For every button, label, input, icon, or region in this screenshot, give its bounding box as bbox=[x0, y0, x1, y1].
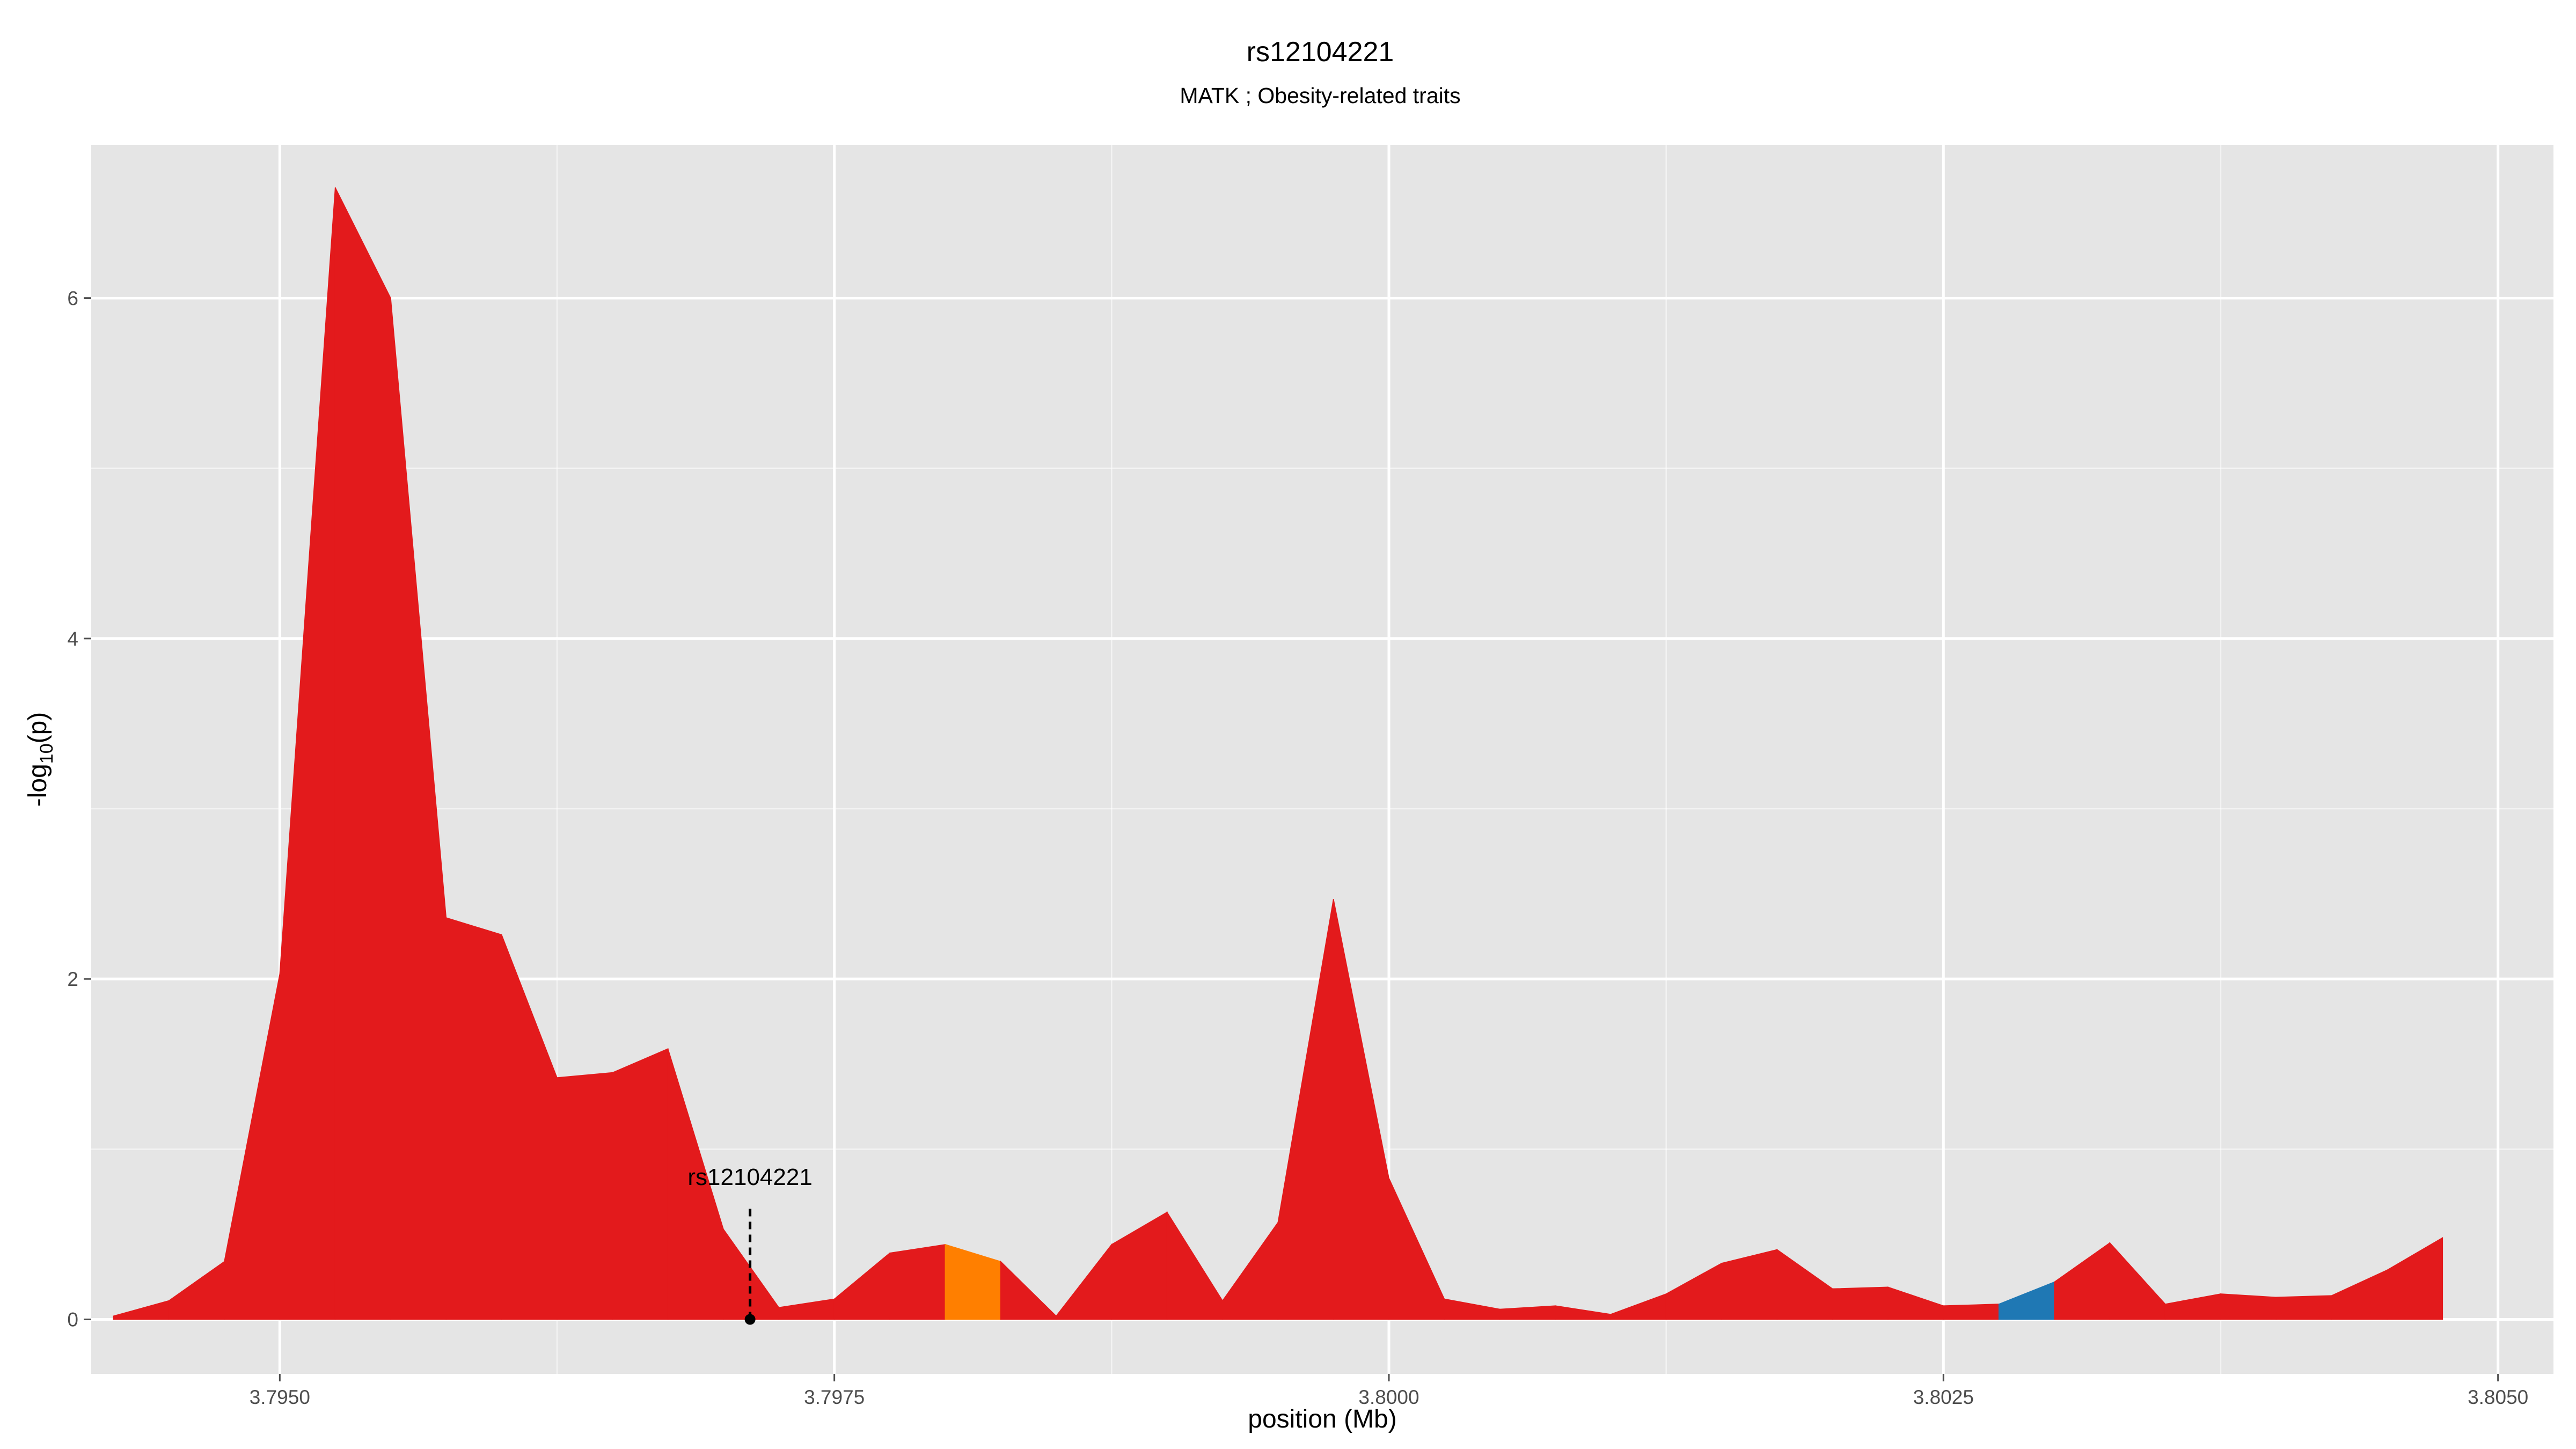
area-segment bbox=[1832, 1286, 1889, 1320]
highlight-label: rs12104221 bbox=[687, 1164, 812, 1190]
y-axis-label-tail: (p) bbox=[24, 712, 52, 744]
area-segment bbox=[2275, 1295, 2332, 1320]
highlight-point bbox=[744, 1314, 756, 1325]
area-segment bbox=[2387, 1236, 2443, 1320]
x-axis-ticks: 3.7950 3.7975 3.8000 3.8025 3.8050 bbox=[250, 1374, 2528, 1408]
y-axis-label-main: -log bbox=[24, 764, 52, 807]
x-tick-label: 3.8000 bbox=[1358, 1386, 1419, 1408]
area-segment bbox=[334, 187, 391, 1320]
x-tick-label: 3.8025 bbox=[1913, 1386, 1974, 1408]
y-tick-label: 6 bbox=[67, 287, 78, 309]
grid-minor bbox=[91, 145, 2553, 1374]
area-series bbox=[113, 187, 2443, 1320]
area-segment bbox=[1943, 1304, 2000, 1320]
highlight-annotation: rs12104221 bbox=[687, 1164, 813, 1325]
x-tick-label: 3.8050 bbox=[2468, 1386, 2528, 1408]
x-axis-label: position (Mb) bbox=[1248, 1405, 1396, 1433]
area-segment bbox=[445, 917, 502, 1320]
y-axis-label-subscript: 10 bbox=[36, 743, 57, 764]
area-segment bbox=[2220, 1293, 2277, 1320]
y-tick-label: 0 bbox=[67, 1309, 78, 1331]
x-tick-label: 3.7975 bbox=[804, 1386, 865, 1408]
y-tick-label: 4 bbox=[67, 628, 78, 650]
x-tick-label: 3.7950 bbox=[250, 1386, 310, 1408]
area-segment bbox=[557, 1072, 613, 1320]
y-axis-ticks: 0 2 4 6 bbox=[67, 287, 91, 1331]
chart-title: rs12104221 bbox=[1247, 36, 1394, 68]
y-tick-label: 2 bbox=[67, 968, 78, 990]
area-segment bbox=[612, 1048, 669, 1320]
y-axis-label: -log10(p) bbox=[24, 712, 57, 807]
chart-subtitle: MATK ; Obesity-related traits bbox=[1180, 83, 1460, 108]
area-segment bbox=[889, 1244, 946, 1320]
